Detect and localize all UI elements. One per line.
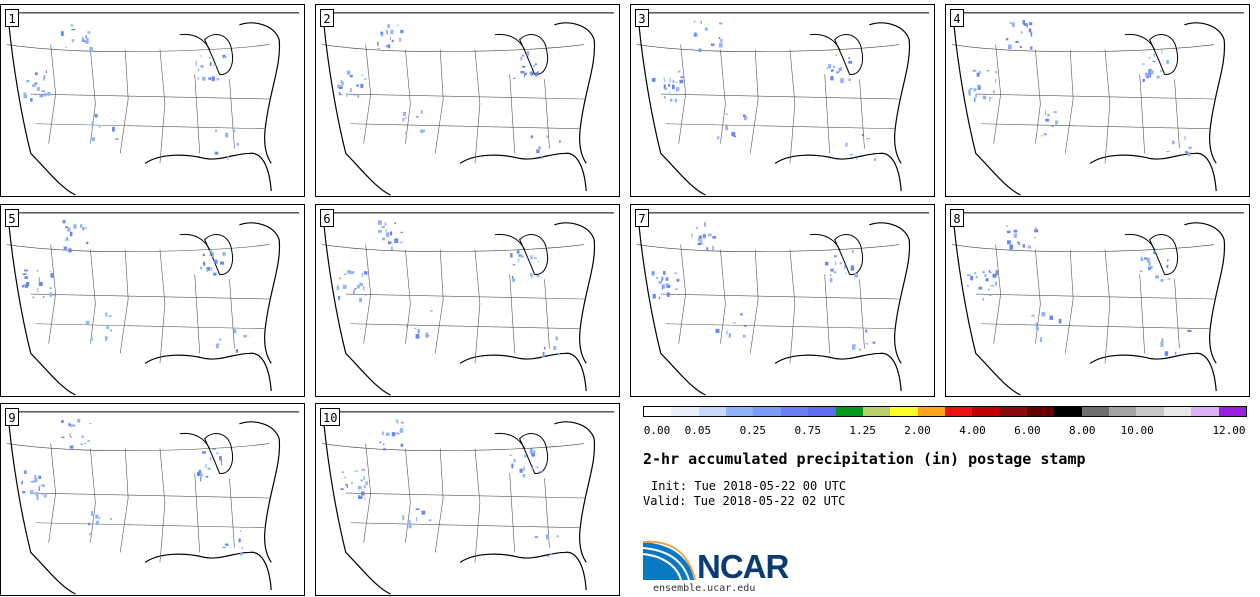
- colorbar-swatch-0: [644, 407, 672, 416]
- stamp-panel-10: 10: [315, 403, 620, 596]
- colorbar-swatch-5: [780, 407, 809, 416]
- colorbar-swatch-1: [671, 407, 699, 416]
- map-usa: [6, 411, 300, 595]
- stamp-number: 2: [320, 9, 334, 27]
- map-usa: [321, 12, 615, 196]
- stamp-number: 4: [950, 9, 964, 27]
- colorbar-swatch-17: [1109, 407, 1137, 416]
- map-usa: [636, 212, 930, 396]
- colorbar-tick-label: 8.00: [1069, 424, 1096, 437]
- stamp-panel-7: 7: [630, 204, 935, 397]
- logo-url: ensemble.ucar.edu: [653, 583, 756, 594]
- colorbar-tick-label: 2.00: [904, 424, 931, 437]
- colorbar-swatch-15: [1054, 407, 1082, 416]
- colorbar-swatch-18: [1136, 407, 1164, 416]
- stamp-panel-6: 6: [315, 204, 620, 397]
- colorbar-tick-label: 0.75: [794, 424, 821, 437]
- colorbar-swatch-3: [726, 407, 754, 416]
- stamp-panel-3: 3: [630, 4, 935, 197]
- colorbar-swatch-7: [835, 407, 863, 416]
- colorbar-swatch-12: [972, 407, 1000, 416]
- stamp-number: 3: [635, 9, 649, 27]
- colorbar-tick-label: 12.00: [1212, 424, 1246, 437]
- map-usa: [321, 212, 615, 396]
- stamp-panel-4: 4: [945, 4, 1250, 197]
- ncar-logo-text: NCAR: [697, 548, 789, 585]
- colorbar-swatch-19: [1163, 407, 1192, 416]
- stamp-number: 9: [5, 408, 19, 426]
- colorbar-tick-label: 4.00: [959, 424, 986, 437]
- stamp-panel-9: 9: [0, 403, 305, 596]
- colorbar-swatch-9: [890, 407, 918, 416]
- colorbar-tick-label: 10.00: [1120, 424, 1154, 437]
- colorbar-swatch-16: [1081, 407, 1110, 416]
- stamp-number: 1: [5, 9, 19, 27]
- stamp-number: 7: [635, 209, 649, 227]
- map-usa: [6, 212, 300, 396]
- colorbar-swatch-4: [753, 407, 781, 416]
- map-usa: [951, 212, 1245, 396]
- colorbar-swatch-8: [862, 407, 891, 416]
- stamp-panel-5: 5: [0, 204, 305, 397]
- figure-title: 2-hr accumulated precipitation (in) post…: [643, 450, 1086, 468]
- map-usa: [6, 12, 300, 196]
- stamp-number: 5: [5, 209, 19, 227]
- stamp-panel-1: 1: [0, 4, 305, 197]
- ncar-logo-icon: [643, 540, 696, 581]
- colorbar-swatch-20: [1191, 407, 1219, 416]
- colorbar-swatch-11: [944, 407, 973, 416]
- colorbar-tick-label: 0.00: [643, 424, 671, 437]
- colorbar-swatch-21: [1218, 407, 1246, 416]
- init-time: Init: Tue 2018-05-22 00 UTC: [651, 479, 847, 493]
- colorbar-swatch-2: [698, 407, 727, 416]
- map-usa: [636, 12, 930, 196]
- colorbar-swatch-14: [1027, 407, 1055, 416]
- stamp-panel-2: 2: [315, 4, 620, 197]
- colorbar-tick-label: 0.25: [739, 424, 767, 437]
- precip-colorbar: [643, 406, 1247, 417]
- colorbar-tick-label: 1.25: [849, 424, 876, 437]
- colorbar-swatch-10: [917, 407, 945, 416]
- colorbar-swatch-6: [808, 407, 836, 416]
- stamp-number: 10: [320, 408, 341, 426]
- colorbar-tick-label: 6.00: [1014, 424, 1041, 437]
- colorbar-swatch-13: [999, 407, 1028, 416]
- map-usa: [951, 12, 1245, 196]
- valid-time: Valid: Tue 2018-05-22 02 UTC: [643, 494, 846, 508]
- map-usa: [321, 411, 615, 595]
- stamp-panel-8: 8: [945, 204, 1250, 397]
- stamp-number: 6: [320, 209, 334, 227]
- stamp-number: 8: [950, 209, 964, 227]
- colorbar-tick-label: 0.05: [684, 424, 712, 437]
